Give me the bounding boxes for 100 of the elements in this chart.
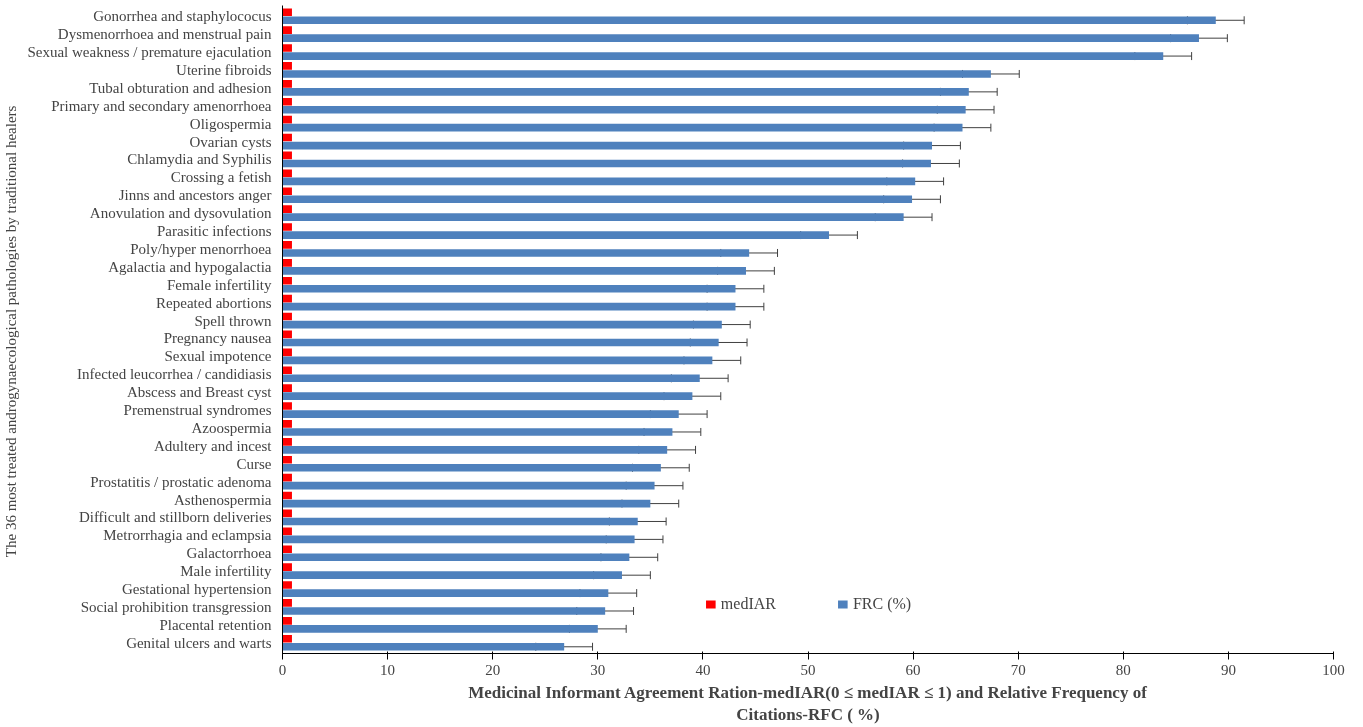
y-tick-label: Sexual impotence	[164, 348, 272, 365]
bar	[282, 571, 622, 580]
y-tick-label: Adultery and incest	[154, 437, 273, 454]
bar	[282, 535, 635, 544]
y-tick-label: Oligospermia	[189, 115, 272, 132]
y-tick-label: Gonorrhea and staphylococus	[93, 8, 272, 25]
x-tick-label: 50	[800, 661, 816, 678]
y-tick-label: Spell thrown	[194, 312, 272, 329]
bar	[282, 563, 292, 571]
bar	[282, 634, 292, 643]
bar	[282, 420, 292, 428]
bar	[282, 320, 722, 329]
bar	[282, 16, 1216, 25]
bar	[282, 231, 830, 239]
bar	[282, 159, 931, 168]
x-tick-label: 0	[278, 661, 287, 678]
bar	[282, 589, 609, 597]
x-tick-label: 60	[905, 661, 921, 678]
bar	[282, 481, 655, 490]
bar	[282, 123, 963, 132]
bar	[282, 105, 966, 114]
y-tick-label: Primary and secondary amenorrhoea	[51, 97, 272, 114]
bar	[282, 169, 292, 178]
y-tick-label: Prostatitis / prostatic adenoma	[90, 473, 272, 490]
bar	[282, 402, 292, 410]
y-tick-label: Genital ulcers and warts	[126, 634, 272, 651]
bar	[282, 438, 292, 446]
bar	[282, 195, 913, 204]
y-tick-label: Poly/hyper menorrhoea	[130, 240, 272, 257]
bar	[282, 79, 292, 88]
bar	[282, 141, 933, 150]
y-tick-label: Chlamydia and Syphilis	[127, 151, 272, 168]
bar	[282, 223, 292, 231]
y-tick-label: Repeated abortions	[156, 294, 272, 311]
y-tick-label: Premenstrual syndromes	[123, 402, 272, 419]
bar	[282, 607, 606, 615]
y-tick-label: Curse	[236, 455, 272, 472]
bar	[282, 205, 292, 213]
y-tick-label: Tubal obturation and adhesion	[89, 79, 272, 96]
y-tick-label: Jinns and ancestors anger	[118, 187, 272, 204]
bar	[282, 26, 292, 34]
bar	[282, 617, 292, 625]
y-tick-label: Abscess and Breast cyst	[126, 384, 273, 401]
bar	[282, 249, 750, 257]
bar	[282, 284, 736, 293]
y-tick-label: Sexual weakness / premature ejaculation	[27, 44, 272, 61]
bar	[282, 545, 292, 554]
x-tick-label: 30	[590, 661, 606, 678]
legend-label: medIAR	[720, 595, 776, 613]
y-tick-label: Social prohibition transgression	[80, 598, 272, 615]
y-tick-label: Gestational hypertension	[121, 581, 272, 598]
bar	[282, 517, 638, 526]
y-tick-label: Infected leucorrhea / candidiasis	[77, 366, 272, 383]
y-tick-label: Difficult and stillborn deliveries	[78, 509, 272, 526]
bar	[282, 276, 292, 285]
y-tick-label: Ovarian cysts	[189, 133, 272, 150]
bar	[282, 44, 292, 52]
y-tick-label: Galactorrhoea	[186, 545, 272, 562]
y-tick-label: Agalactia and hypogalactia	[108, 258, 272, 275]
bar	[282, 581, 292, 589]
bar	[282, 8, 292, 17]
x-tick-label: 100	[1322, 661, 1345, 678]
x-tick-label: 90	[1220, 661, 1236, 678]
bar	[282, 446, 668, 454]
bar	[282, 258, 292, 267]
bar	[282, 384, 292, 392]
x-tick-label: 20	[485, 661, 501, 678]
bar	[282, 177, 916, 186]
bar	[282, 599, 292, 607]
bar	[282, 410, 679, 418]
bar	[282, 88, 969, 96]
bar	[282, 34, 1199, 42]
bar	[282, 428, 673, 436]
bar	[282, 62, 292, 70]
bar	[282, 97, 292, 106]
bar	[282, 374, 700, 383]
y-tick-label: Male infertility	[180, 563, 272, 580]
bar	[282, 187, 292, 196]
bar	[282, 70, 991, 78]
bar	[282, 356, 713, 365]
x-tick-label: 10	[380, 661, 396, 678]
bar	[282, 642, 565, 651]
x-tick-label: 40	[695, 661, 711, 678]
x-axis-title: Medicinal Informant Agreement Ration-medIAR(0 ≤ medIAR ≤ 1) and Relative Frequency of Citations-RFC ( %)	[468, 682, 1148, 725]
y-axis-title: The 36 most treated androgynaecological pathologies by traditional healers	[3, 105, 20, 558]
bar	[282, 463, 661, 472]
bar	[282, 553, 630, 562]
bar	[282, 213, 904, 221]
bar	[282, 348, 292, 357]
y-tick-label: Pregnancy nausea	[163, 330, 272, 347]
y-tick-label: Metrorrhagia and eclampsia	[103, 527, 272, 544]
bar	[282, 52, 1164, 60]
x-tick-label: 80	[1115, 661, 1131, 678]
y-tick-label: Placental retention	[159, 616, 272, 633]
bar	[282, 241, 292, 249]
x-tick-label: 70	[1010, 661, 1026, 678]
y-tick-label: Uterine fibroids	[176, 61, 272, 78]
bar	[282, 392, 693, 401]
bar	[282, 499, 651, 508]
bar	[282, 455, 292, 464]
